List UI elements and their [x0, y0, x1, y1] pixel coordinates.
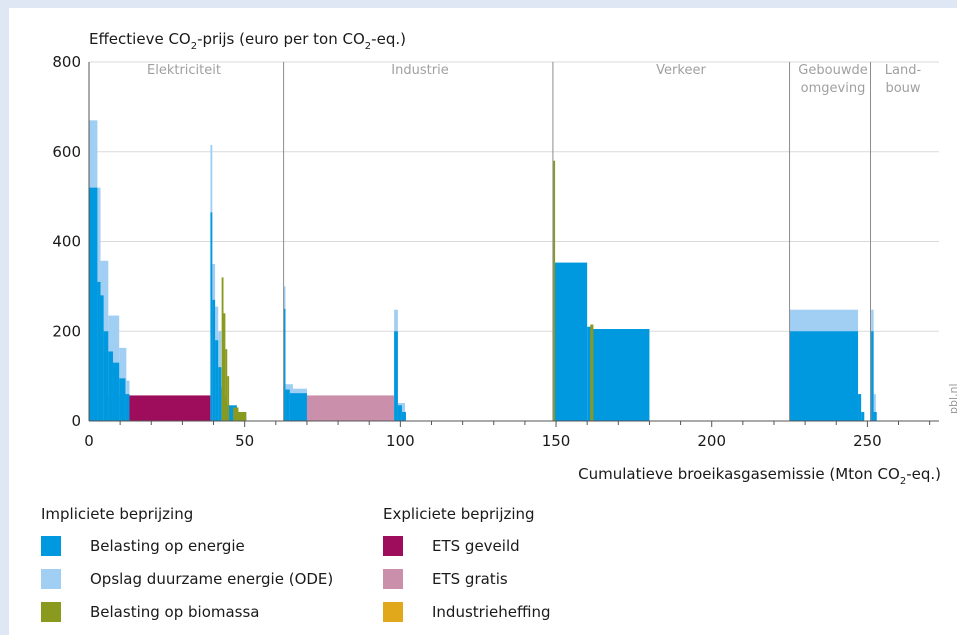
legend-item-belasting-energie: Belasting op energie [41, 536, 245, 556]
legend-swatch-belasting-energie [41, 536, 61, 556]
y-tick-label-0: 0 [71, 412, 81, 430]
bar-belasting_energie-16 [283, 308, 286, 421]
bar-ode-17 [873, 394, 876, 421]
chart-title: Effectieve CO2-prijs (euro per ton CO2-e… [89, 30, 406, 52]
grid [89, 61, 939, 332]
y-tick-label-600: 600 [52, 143, 81, 161]
legend-item-biomassa: Belasting op biomassa [41, 602, 260, 622]
bar-belasting_energie-5 [112, 362, 120, 421]
bar-biomassa-7 [590, 324, 594, 421]
legend-label-ode: Opslag duurzame energie (ODE) [90, 570, 334, 588]
sector-label-bouw: bouw [885, 81, 920, 96]
bar-belasting_energie-9 [212, 299, 216, 421]
bar-biomassa-4 [233, 407, 239, 421]
bar-belasting_energie-14 [226, 405, 237, 421]
legend-label-ets-geveild: ETS geveild [432, 537, 520, 555]
bar-belasting_energie-21 [401, 412, 406, 421]
bar-biomassa-0 [221, 277, 224, 421]
bar-belasting_energie-24 [591, 329, 650, 421]
legend-item-ode: Opslag duurzame energie (ODE) [41, 569, 333, 589]
x-tick-label-50: 50 [235, 432, 254, 450]
bar-belasting_energie-6 [119, 378, 126, 421]
sector-label-land: Land- [885, 63, 922, 78]
bar-biomassa-1 [223, 313, 226, 421]
bar-belasting_energie-7 [125, 394, 130, 421]
sector-label-elektriciteit: Elektriciteit [147, 63, 221, 78]
sector-label-industrie: Industrie [391, 63, 448, 78]
bar-belasting_energie-10 [215, 340, 219, 421]
watermark: pbl.nl [947, 383, 957, 414]
bar-belasting_energie-23 [587, 326, 592, 421]
sector-dividers [283, 62, 872, 421]
legend-item-ets-geveild: ETS geveild [383, 536, 520, 556]
sector-label-omgeving: omgeving [801, 81, 866, 96]
legend-title-implicit: Impliciete beprijzing [41, 505, 194, 523]
legend-swatch-biomassa [41, 602, 61, 622]
sector-label-verkeer: Verkeer [656, 63, 706, 78]
y-tick-label-800: 800 [52, 53, 81, 71]
axes [88, 62, 939, 427]
legend-swatch-ode [41, 569, 61, 589]
x-tick-label-100: 100 [386, 432, 415, 450]
bar-belasting_energie-19 [394, 331, 398, 421]
legend-label-industrieheffing: Industrieheffing [432, 603, 551, 621]
bar-biomassa-6 [552, 160, 556, 421]
bar-belasting_energie-22 [552, 262, 588, 421]
bar-belasting_energie-8 [210, 212, 213, 421]
legend-swatch-ets-geveild [383, 536, 403, 556]
chart-svg: Effectieve CO2-prijs (euro per ton CO2-e… [52, 30, 957, 487]
bar-belasting_energie-3 [103, 331, 109, 421]
sector-label-gebouwde: Gebouwde [798, 63, 867, 78]
bar-belasting_energie-18 [289, 393, 307, 421]
bars [89, 120, 877, 422]
bar-biomassa-5 [238, 412, 247, 421]
x-tick-label-0: 0 [84, 432, 94, 450]
legend-swatch-industrieheffing [383, 602, 403, 622]
bar-belasting_energie-11 [218, 367, 222, 421]
bar-belasting_energie-25 [789, 331, 859, 421]
bar-belasting_energie-27 [861, 412, 865, 421]
x-axis-label: Cumulatieve broeikasgasemissie (Mton CO2… [578, 465, 941, 487]
bar-belasting_energie-17 [285, 389, 290, 421]
bar-belasting_energie-1 [97, 281, 101, 421]
chart-frame: Effectieve CO2-prijs (euro per ton CO2-e… [9, 8, 957, 635]
legend-item-industrieheffing: Industrieheffing [383, 602, 550, 622]
y-tick-labels: 0 200 400 600 800 [52, 53, 81, 430]
x-tick-label-150: 150 [542, 432, 571, 450]
legend-label-ets-gratis: ETS gratis [432, 570, 508, 588]
bar-biomassa-2 [225, 349, 228, 421]
bar-belasting_energie-20 [397, 405, 402, 421]
bar-belasting_energie-4 [108, 351, 113, 421]
legend-label-biomassa: Belasting op biomassa [90, 603, 260, 621]
bar-biomassa-3 [227, 376, 230, 421]
x-tick-labels: 0 50 100 150 200 250 [84, 432, 881, 450]
bar-belasting_energie-28 [871, 331, 874, 421]
bar-belasting_energie-2 [100, 295, 104, 421]
legend-title-explicit: Expliciete beprijzing [383, 505, 535, 523]
bar-belasting_energie-26 [858, 394, 862, 421]
x-tick-label-200: 200 [697, 432, 726, 450]
legend-label-belasting-energie: Belasting op energie [90, 537, 245, 555]
bar-belasting_energie-0 [89, 187, 98, 421]
y-tick-label-200: 200 [52, 322, 81, 340]
sector-labels: Elektriciteit Industrie Verkeer Gebouwde… [147, 63, 921, 96]
y-tick-label-400: 400 [52, 233, 81, 251]
x-tick-label-250: 250 [853, 432, 882, 450]
bar-belasting_energie-29 [873, 412, 877, 421]
legend-item-ets-gratis: ETS gratis [383, 569, 508, 589]
legend-swatch-ets-gratis [383, 569, 403, 589]
